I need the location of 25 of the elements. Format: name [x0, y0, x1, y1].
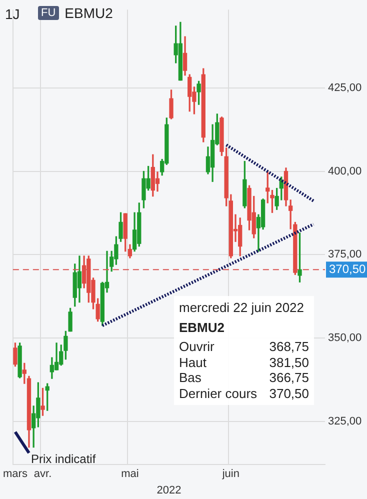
x-tick-label: avr. [34, 468, 52, 480]
x-axis-title: 2022 [156, 484, 182, 496]
annotation: mercredi 22 juin 2022 [179, 300, 306, 316]
x-tick-label: mars [2, 468, 28, 480]
annotation: 381,50 [269, 354, 309, 370]
annotation: Haut [179, 354, 206, 370]
annotation: 366,75 [269, 370, 309, 386]
annotation: 370,50 [269, 386, 309, 401]
y-tick-label: 400,00 [328, 165, 362, 178]
annotation: EBMU2 [179, 320, 226, 335]
y-tick-label: 425,00 [328, 82, 362, 94]
annotation: FU [38, 6, 59, 20]
ref-line-label: 370,50 [329, 262, 366, 276]
annotation: Dernier cours [179, 386, 258, 401]
y-tick-label: 325,00 [328, 415, 362, 428]
x-tick-label: juin [221, 468, 240, 480]
y-tick-label: 375,00 [328, 248, 362, 261]
chart-title: EBMU2 [64, 5, 113, 21]
annotation: Bas [179, 370, 202, 386]
series-label: Prix indicatif [30, 452, 96, 466]
x-tick-label: mai [121, 468, 139, 480]
annotation: Ouvrir [179, 339, 214, 354]
annotation: 368,75 [269, 339, 309, 354]
y-tick-label: 350,00 [328, 332, 362, 344]
chart-subtitle: 1J [5, 6, 20, 22]
